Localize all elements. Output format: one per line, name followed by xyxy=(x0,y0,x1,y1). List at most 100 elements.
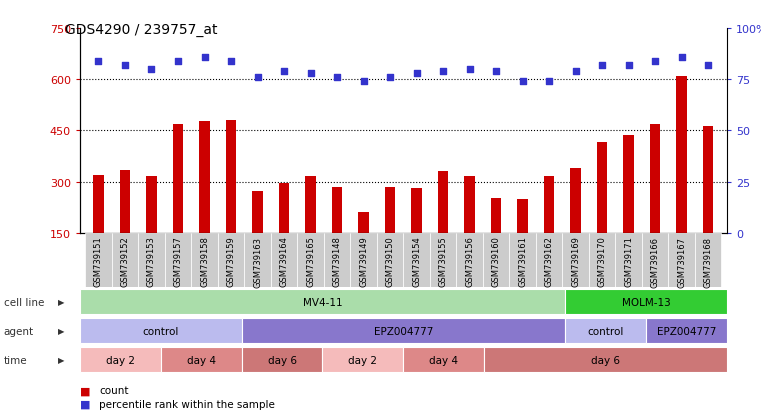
Text: GSM739152: GSM739152 xyxy=(120,236,129,287)
Bar xyxy=(570,169,581,285)
Text: EPZ004777: EPZ004777 xyxy=(657,326,716,336)
Text: GSM739162: GSM739162 xyxy=(545,236,554,287)
Bar xyxy=(565,318,646,344)
Text: day 4: day 4 xyxy=(429,355,458,365)
Bar xyxy=(358,213,369,285)
Bar xyxy=(483,233,509,287)
Text: day 6: day 6 xyxy=(591,355,620,365)
Point xyxy=(199,54,211,61)
Text: GSM739155: GSM739155 xyxy=(438,236,447,287)
Text: ▶: ▶ xyxy=(58,326,65,335)
Bar xyxy=(597,143,607,285)
Text: day 4: day 4 xyxy=(186,355,215,365)
Text: GSM739166: GSM739166 xyxy=(651,236,660,287)
Bar xyxy=(623,135,634,285)
Text: time: time xyxy=(4,355,27,365)
Text: day 6: day 6 xyxy=(268,355,297,365)
Point xyxy=(225,58,237,65)
Text: MOLM-13: MOLM-13 xyxy=(622,297,670,307)
Text: GSM739167: GSM739167 xyxy=(677,236,686,287)
Bar xyxy=(536,233,562,287)
Text: GSM739159: GSM739159 xyxy=(227,236,235,287)
Bar xyxy=(517,200,528,285)
Bar xyxy=(703,127,714,285)
Bar xyxy=(484,347,727,373)
Text: GSM739151: GSM739151 xyxy=(94,236,103,287)
Bar xyxy=(438,172,448,285)
Bar xyxy=(677,77,687,285)
Bar xyxy=(332,188,342,285)
Bar xyxy=(616,233,642,287)
Bar xyxy=(93,176,103,285)
Text: GSM739171: GSM739171 xyxy=(624,236,633,287)
Bar xyxy=(191,233,218,287)
Bar xyxy=(323,233,350,287)
Bar xyxy=(226,120,237,285)
Point xyxy=(517,79,529,85)
Point xyxy=(437,69,449,75)
Bar xyxy=(298,233,323,287)
Text: day 2: day 2 xyxy=(349,355,377,365)
Text: GSM739149: GSM739149 xyxy=(359,236,368,287)
Text: MV4-11: MV4-11 xyxy=(303,297,342,307)
Text: ▶: ▶ xyxy=(58,297,65,306)
Text: GSM739158: GSM739158 xyxy=(200,236,209,287)
Point xyxy=(596,62,608,69)
Point xyxy=(490,69,502,75)
Point xyxy=(622,62,635,69)
Point xyxy=(463,66,476,73)
Bar xyxy=(80,318,242,344)
Bar xyxy=(509,233,536,287)
Text: percentile rank within the sample: percentile rank within the sample xyxy=(99,399,275,409)
Bar xyxy=(430,233,457,287)
Text: ■: ■ xyxy=(80,399,91,409)
Text: cell line: cell line xyxy=(4,297,44,307)
Text: control: control xyxy=(142,326,179,336)
Bar xyxy=(695,233,721,287)
Bar xyxy=(377,233,403,287)
Point xyxy=(92,58,104,65)
Bar xyxy=(244,233,271,287)
Text: GSM739150: GSM739150 xyxy=(386,236,394,287)
Text: GSM739161: GSM739161 xyxy=(518,236,527,287)
Bar xyxy=(464,176,475,285)
Text: GDS4290 / 239757_at: GDS4290 / 239757_at xyxy=(65,23,217,37)
Bar xyxy=(544,176,555,285)
Point xyxy=(145,66,158,73)
Bar xyxy=(242,347,323,373)
Bar xyxy=(161,347,242,373)
Text: day 2: day 2 xyxy=(106,355,135,365)
Text: GSM739170: GSM739170 xyxy=(597,236,607,287)
Bar xyxy=(457,233,483,287)
Bar xyxy=(565,289,727,315)
Point xyxy=(410,71,422,77)
Bar xyxy=(85,233,112,287)
Point xyxy=(676,54,688,61)
Bar xyxy=(403,233,430,287)
Bar xyxy=(164,233,191,287)
Text: ▶: ▶ xyxy=(58,355,65,364)
Text: GSM739165: GSM739165 xyxy=(306,236,315,287)
Point xyxy=(278,69,290,75)
Bar xyxy=(385,188,396,285)
Bar xyxy=(218,233,244,287)
Bar xyxy=(146,176,157,285)
Text: EPZ004777: EPZ004777 xyxy=(374,326,433,336)
Bar xyxy=(139,233,164,287)
Point xyxy=(251,75,263,81)
Point xyxy=(119,62,131,69)
Text: GSM739148: GSM739148 xyxy=(333,236,342,287)
Text: ■: ■ xyxy=(80,385,91,395)
Bar xyxy=(252,192,263,285)
Bar xyxy=(491,198,501,285)
Bar xyxy=(668,233,695,287)
Text: control: control xyxy=(587,326,624,336)
Point xyxy=(172,58,184,65)
Bar xyxy=(199,121,210,285)
Bar xyxy=(323,347,403,373)
Text: GSM739168: GSM739168 xyxy=(704,236,713,287)
Text: GSM739153: GSM739153 xyxy=(147,236,156,287)
Text: GSM739163: GSM739163 xyxy=(253,236,262,287)
Text: agent: agent xyxy=(4,326,34,336)
Bar xyxy=(119,170,130,285)
